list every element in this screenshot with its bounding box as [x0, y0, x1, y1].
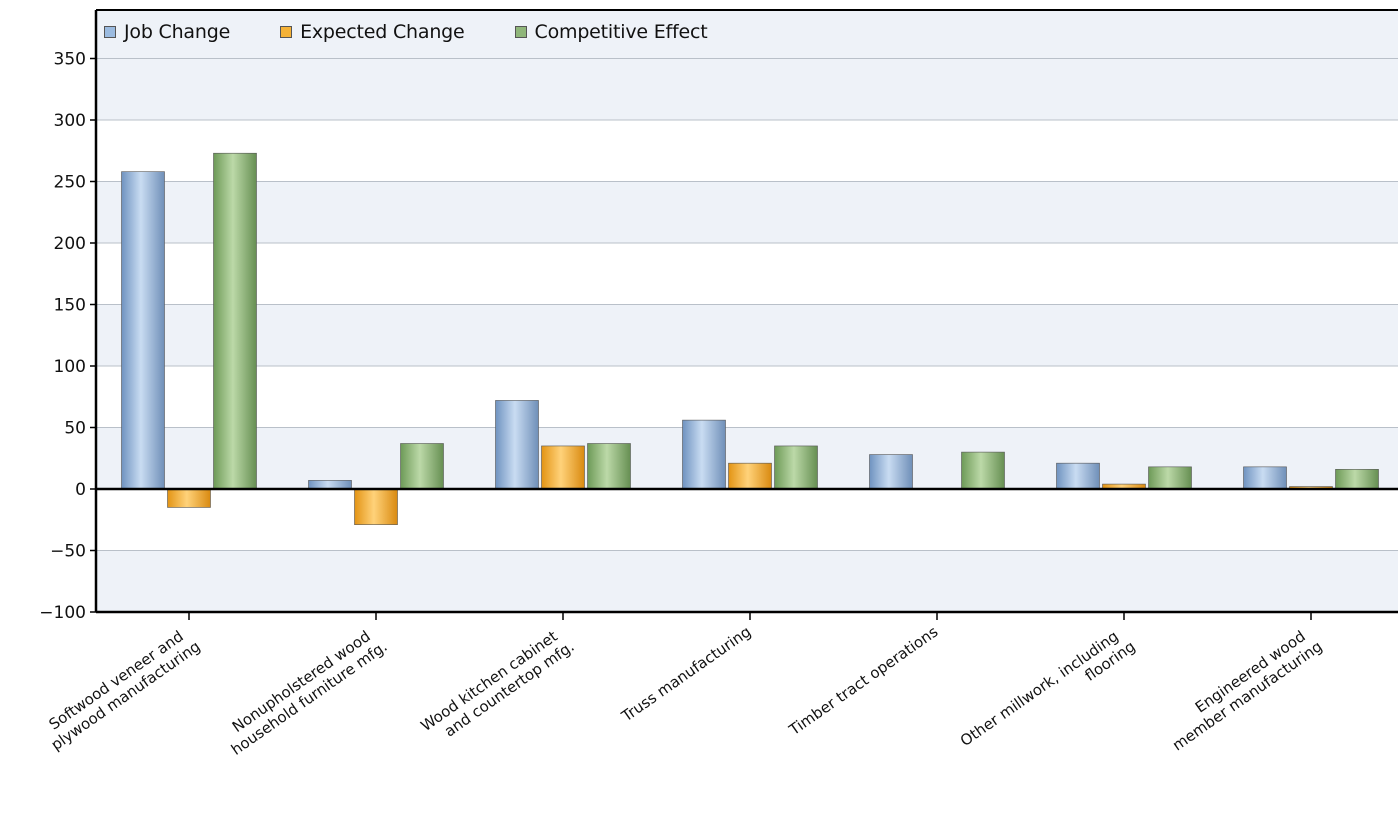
y-tick-label: 200 — [54, 234, 86, 254]
legend-item-competitive-effect[interactable]: Competitive Effect — [514, 21, 708, 43]
bar-job-change — [1056, 462, 1100, 490]
bar-expected-change — [541, 445, 585, 490]
bar-job-change — [495, 400, 539, 490]
bar-competitive-effect — [213, 152, 257, 490]
bar-competitive-effect — [587, 443, 631, 490]
axes — [94, 9, 1398, 614]
bar-competitive-effect — [400, 443, 444, 490]
bar-competitive-effect — [774, 445, 818, 490]
legend-swatch — [514, 26, 527, 38]
y-tick-label: 50 — [64, 419, 86, 439]
legend-label: Expected Change — [300, 21, 465, 43]
x-tick-label: Truss manufacturing — [618, 623, 755, 726]
legend-label: Competitive Effect — [534, 21, 708, 43]
x-tick-label: Other millwork, includingflooring — [957, 623, 1139, 765]
x-tick-label: Softwood veneer andplywood manufacturing — [37, 623, 203, 754]
y-tick-label: −50 — [50, 542, 86, 562]
y-tick-label: 350 — [54, 50, 86, 70]
x-tick-label: Engineered woodmember manufacturing — [1159, 623, 1326, 755]
x-tick-label: Nonupholstered woodhousehold furniture m… — [217, 623, 390, 759]
y-tick-label: 0 — [75, 480, 86, 500]
x-axis-ticks: Softwood veneer andplywood manufacturing… — [37, 612, 1326, 765]
bar-expected-change — [728, 462, 772, 490]
y-tick-label: 250 — [54, 173, 86, 193]
bar-competitive-effect — [961, 451, 1005, 490]
x-tick-label: Wood kitchen cabinetand countertop mfg. — [417, 623, 577, 750]
grid-bands — [96, 10, 1398, 612]
legend-swatch — [280, 26, 293, 38]
y-axis-ticks: −100 −50 0 50 100 150 200 250 300 350 — [39, 50, 96, 623]
legend-item-expected-change[interactable]: Expected Change — [280, 21, 465, 43]
bar-job-change — [682, 419, 726, 490]
legend: Job Change Expected Change Competitive E… — [104, 18, 757, 46]
legend-label: Job Change — [124, 21, 231, 43]
legend-item-job-change[interactable]: Job Change — [104, 21, 230, 43]
bar-job-change — [869, 454, 913, 490]
bars — [121, 152, 1379, 525]
y-tick-label: 100 — [54, 357, 86, 377]
legend-swatch — [104, 26, 116, 38]
y-tick-label: 150 — [54, 296, 86, 316]
y-tick-label: −100 — [39, 603, 86, 623]
bar-job-change — [1243, 466, 1287, 490]
bar-expected-change — [167, 488, 211, 508]
bar-competitive-effect — [1335, 469, 1379, 490]
x-tick-label: Timber tract operations — [785, 622, 941, 739]
y-tick-label: 300 — [54, 111, 86, 131]
bar-job-change — [308, 480, 352, 490]
bar-competitive-effect — [1148, 466, 1192, 490]
bar-expected-change — [354, 488, 398, 525]
bar-job-change — [121, 171, 165, 490]
